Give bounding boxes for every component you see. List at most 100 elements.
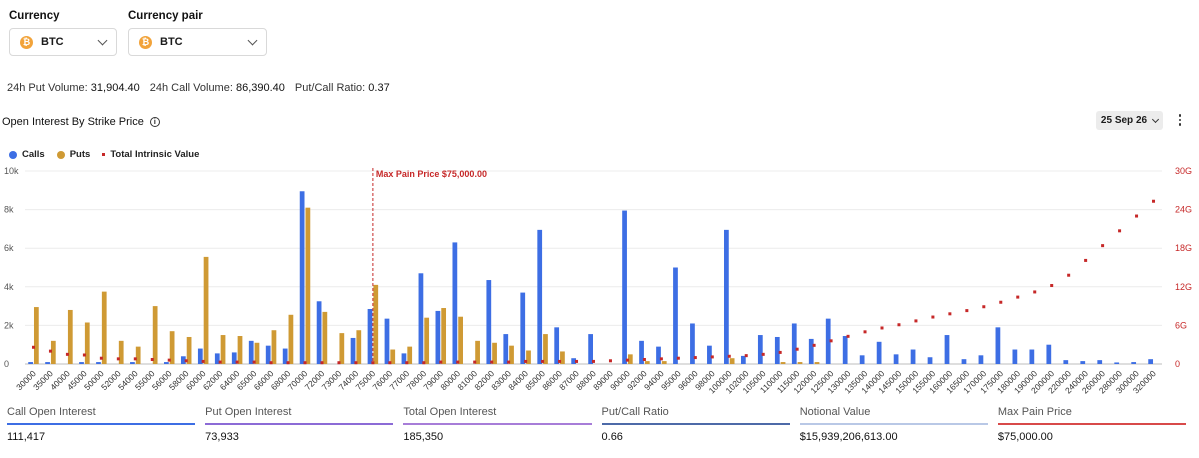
puts-bar xyxy=(661,361,667,364)
puts-bar xyxy=(644,361,650,364)
y-left-tick-label: 8k xyxy=(4,205,14,215)
calls-bar xyxy=(740,355,746,364)
intrinsic-value-point xyxy=(1101,244,1105,248)
intrinsic-value-point xyxy=(473,360,477,364)
intrinsic-value-point xyxy=(965,309,969,313)
puts-bar xyxy=(390,349,396,364)
chart-legend: Calls Puts Total Intrinsic Value xyxy=(9,149,199,160)
puts-bar xyxy=(322,311,328,364)
intrinsic-value-point xyxy=(490,360,494,364)
currency-label: Currency xyxy=(9,10,60,22)
calls-bar xyxy=(197,348,203,364)
calls-bar xyxy=(995,327,1001,364)
metric-put-call-ratio: Put/Call Ratio 0.66 xyxy=(601,406,790,443)
metric-label: Put/Call Ratio xyxy=(601,406,669,418)
put-volume: 24h Put Volume: 31,904.40 xyxy=(7,82,140,94)
intrinsic-value-point xyxy=(625,358,629,362)
legend-puts-label: Puts xyxy=(69,149,91,160)
intrinsic-value-point xyxy=(897,323,901,327)
intrinsic-value-point xyxy=(541,359,545,363)
intrinsic-value-point xyxy=(31,345,35,349)
put-call-ratio-value: 0.37 xyxy=(368,82,390,94)
puts-bar xyxy=(254,342,260,364)
put-volume-value: 31,904.40 xyxy=(90,82,140,94)
calls-bar xyxy=(248,340,254,364)
calls-bar xyxy=(1148,359,1154,364)
y-left-tick-label: 10k xyxy=(4,166,19,176)
calls-bar xyxy=(384,318,390,364)
calls-bar xyxy=(45,362,50,364)
calls-bar xyxy=(537,229,543,364)
metric-underline xyxy=(799,423,988,425)
legend-calls[interactable]: Calls xyxy=(9,149,45,160)
calls-bar xyxy=(656,346,661,364)
puts-bar xyxy=(543,334,548,364)
calls-bar xyxy=(214,353,220,364)
put-volume-label: 24h Put Volume: xyxy=(7,82,88,94)
puts-bar xyxy=(356,330,362,364)
calls-bar xyxy=(910,349,916,364)
intrinsic-value-point xyxy=(286,361,290,365)
metrics-row: Call Open Interest 111,417 Put Open Inte… xyxy=(7,406,1187,443)
metric-total-oi: Total Open Interest 185,350 xyxy=(403,406,592,443)
puts-bar xyxy=(458,316,463,364)
intrinsic-value-point xyxy=(727,354,731,358)
metric-label: Call Open Interest xyxy=(7,406,96,418)
calls-bar xyxy=(486,280,492,364)
metric-value: 0.66 xyxy=(601,430,623,443)
expiry-select[interactable]: 25 Sep 26 xyxy=(1096,111,1163,130)
calls-bar xyxy=(163,362,169,364)
intrinsic-value-point xyxy=(252,360,256,364)
info-icon[interactable]: i xyxy=(149,117,160,127)
y-left-tick-label: 6k xyxy=(4,243,14,253)
calls-bar xyxy=(350,337,356,364)
intrinsic-value-point xyxy=(693,356,697,360)
calls-bar xyxy=(28,362,33,364)
puts-bar xyxy=(407,346,413,364)
legend-intrinsic[interactable]: Total Intrinsic Value xyxy=(102,149,199,160)
intrinsic-value-point xyxy=(931,315,935,319)
puts-bar xyxy=(67,309,73,364)
section-title-text: Open Interest By Strike Price xyxy=(2,116,144,128)
puts-bar xyxy=(152,306,158,364)
intrinsic-value-point xyxy=(1135,214,1139,218)
call-volume-value: 86,390.40 xyxy=(235,82,285,94)
calls-bar xyxy=(673,267,678,364)
calls-bar xyxy=(231,352,237,364)
calls-bar xyxy=(927,357,933,364)
max-pain-label: Max Pain Price $75,000.00 xyxy=(376,169,487,179)
intrinsic-value-point xyxy=(439,360,443,364)
call-volume-label: 24h Call Volume: xyxy=(149,82,233,94)
metric-value: 73,933 xyxy=(205,430,239,443)
calls-bar xyxy=(401,353,407,364)
intrinsic-value-point xyxy=(575,359,579,363)
legend-puts[interactable]: Puts xyxy=(56,149,91,160)
calls-bar xyxy=(724,229,729,364)
more-options-icon[interactable] xyxy=(1177,114,1183,126)
calls-bar xyxy=(180,356,186,364)
puts-bar xyxy=(84,322,90,364)
calls-bar xyxy=(1029,349,1035,364)
calls-bar xyxy=(265,345,271,364)
intrinsic-value-point xyxy=(914,319,918,323)
intrinsic-value-point xyxy=(337,361,341,365)
currency-select[interactable]: ₿ BTC xyxy=(9,28,117,56)
intrinsic-value-point xyxy=(48,349,52,353)
y-right-tick-label: 6G xyxy=(1175,320,1187,330)
puts-bar xyxy=(135,346,141,364)
intrinsic-value-point xyxy=(82,353,86,357)
puts-bar xyxy=(50,340,56,364)
legend-intrinsic-label: Total Intrinsic Value xyxy=(110,149,200,160)
intrinsic-value-point xyxy=(269,361,273,365)
intrinsic-value-point xyxy=(371,361,375,365)
intrinsic-value-point xyxy=(710,355,714,359)
calls-bar xyxy=(96,362,101,364)
puts-bar xyxy=(509,345,514,364)
currency-pair-select[interactable]: ₿ BTC xyxy=(128,28,267,56)
metric-label: Put Open Interest xyxy=(205,406,292,418)
intrinsic-value-point xyxy=(201,359,205,363)
calls-bar xyxy=(435,310,441,364)
puts-bar xyxy=(492,342,497,364)
calls-bar xyxy=(639,340,644,364)
y-right-tick-label: 30G xyxy=(1175,166,1192,176)
